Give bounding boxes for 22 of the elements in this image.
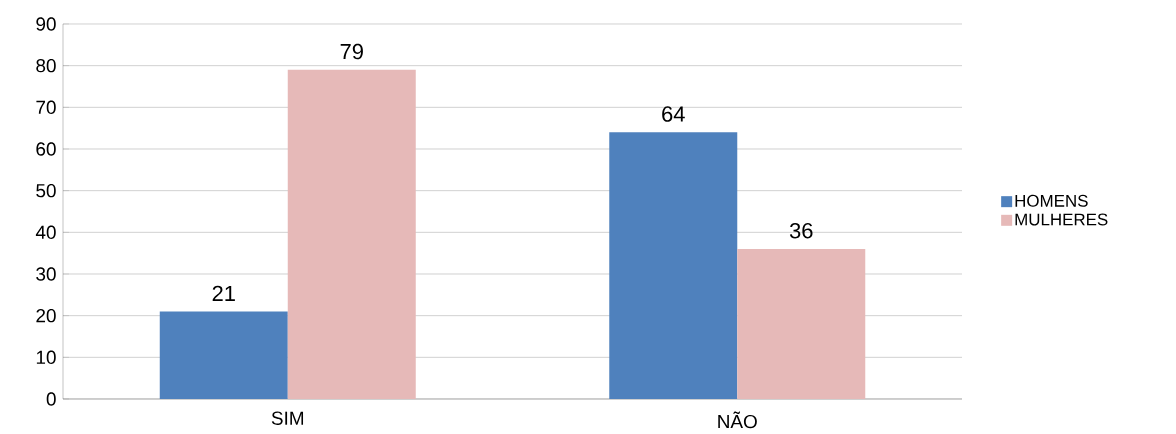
bar: [737, 248, 866, 399]
bar: [609, 132, 738, 399]
y-tick-label: 50: [36, 183, 56, 198]
y-tick-label: 90: [36, 17, 56, 31]
y-tick-label: 80: [36, 58, 56, 73]
y-tick-label: 10: [36, 350, 56, 365]
bar: [287, 69, 416, 399]
data-label: 79: [340, 43, 363, 60]
y-tick-label: 60: [36, 142, 56, 156]
x-tick-label: SIM: [271, 411, 304, 425]
y-tick-label: 70: [36, 100, 56, 115]
y-tick-label: 30: [36, 267, 56, 281]
data-label: 36: [789, 222, 813, 239]
bar: [159, 311, 288, 399]
y-tick-label: 0: [46, 392, 56, 406]
y-tick-label: 40: [35, 225, 56, 240]
x-tick-label: NÃO: [718, 411, 757, 429]
y-tick-label: 20: [36, 308, 56, 323]
legend-label: MULHERES: [1015, 213, 1108, 226]
data-label: 64: [662, 106, 685, 122]
legend-label: HOMENS: [1015, 194, 1088, 207]
data-label: 21: [212, 285, 235, 301]
